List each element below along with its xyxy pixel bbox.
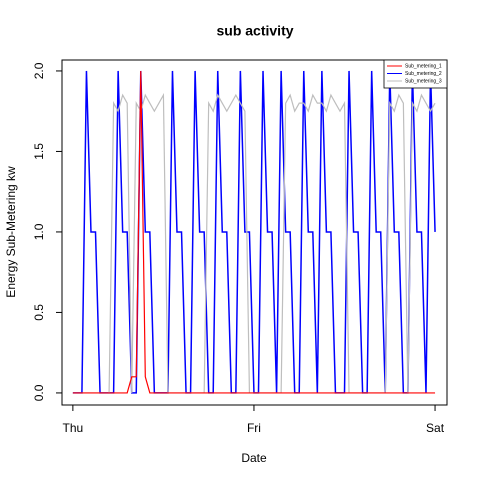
y-tick-label: 2.0 [32,62,46,79]
y-tick-label: 1.0 [32,223,46,240]
x-tick-label: Sat [426,421,445,435]
plot-frame [61,59,448,406]
y-axis-label: Energy Sub-Metering kw [4,166,18,298]
chart-title: sub activity [216,23,293,39]
legend-label: Sub_metering_1 [405,63,442,69]
x-axis-label: Date [241,451,267,465]
x-tick-label: Fri [247,421,261,435]
y-tick-label: 0.0 [32,384,46,401]
legend-label: Sub_metering_2 [405,71,442,77]
y-tick-label: 1.5 [32,143,46,160]
legend-label: Sub_metering_3 [405,78,442,84]
series-line [72,70,436,394]
y-tick-label: 0.5 [32,304,46,321]
x-tick-label: Thu [63,421,84,435]
